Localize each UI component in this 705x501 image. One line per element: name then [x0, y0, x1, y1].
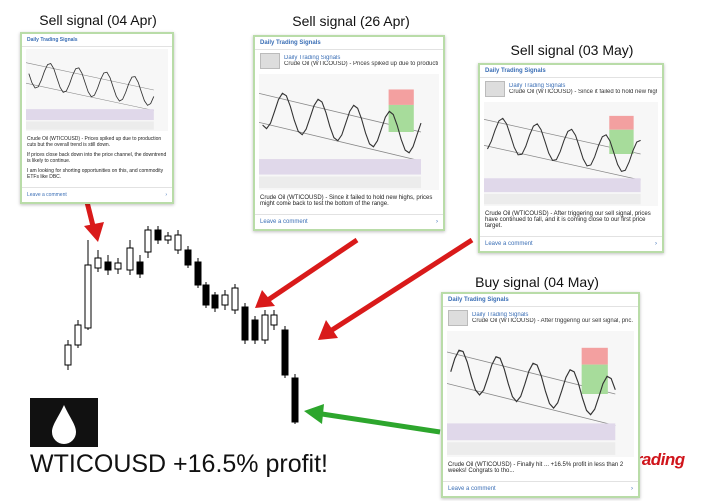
card-body: Crude Oil (WTICOUSD) - Finally hit ... +… — [443, 459, 638, 481]
chevron: › — [631, 486, 633, 492]
chevron: › — [655, 241, 657, 247]
leave-comment[interactable]: Leave a comment — [27, 192, 67, 198]
body-text: Crude Oil (WTICOUSD) - Finally hit ... +… — [448, 462, 624, 474]
signal-label: Sell signal (04 Apr) — [39, 12, 157, 28]
comment-row: Leave a comment › — [480, 236, 662, 251]
body-text: Crude Oil (WTICOUSD) - Since it failed t… — [260, 195, 433, 207]
comment-row: Leave a comment › — [443, 481, 638, 496]
headline: WTICOUSD +16.5% profit! — [30, 450, 328, 478]
body-text: If prices close back down into the price… — [27, 152, 167, 164]
arrows — [83, 197, 474, 435]
chevron: › — [165, 192, 167, 198]
chart-screenshot — [447, 331, 634, 457]
oil-drop — [52, 405, 76, 444]
card-body: Crude Oil (WTICOUSD) - After triggering … — [480, 208, 662, 236]
leave-comment[interactable]: Leave a comment — [448, 486, 496, 492]
card-body: Crude Oil (WTICOUSD) - Since it failed t… — [255, 192, 443, 214]
signal-label: Buy signal (04 May) — [475, 274, 599, 290]
signal-card: Daily Trading Signals Crude Oil (WTICOUSD… — [20, 32, 174, 204]
post-name: Daily Trading Signals — [509, 83, 566, 89]
body-text: Crude Oil (WTICOUSD) - After triggering … — [485, 211, 651, 229]
chart-image — [447, 331, 634, 457]
post-row: Daily Trading Signals Crude Oil (WTICOUSD… — [480, 78, 662, 100]
comment-row: Leave a comment › — [22, 187, 172, 202]
chart-screenshot — [26, 49, 168, 131]
chart-screenshot — [259, 74, 439, 190]
post-thumb — [448, 310, 468, 326]
comment-row: Leave a comment › — [255, 214, 443, 229]
chart-screenshot — [484, 102, 658, 206]
signal-card: Daily Trading Signals Daily Trading Signa… — [441, 292, 640, 498]
card-header: Daily Trading Signals — [22, 34, 172, 47]
post-info: Daily Trading Signals Crude Oil (WTICOUSD… — [472, 312, 633, 324]
leave-comment[interactable]: Leave a comment — [485, 241, 533, 247]
leave-comment[interactable]: Leave a comment — [260, 219, 308, 225]
post-row: Daily Trading Signals Crude Oil (WTICOUSD… — [255, 50, 443, 72]
post-text: Crude Oil (WTICOUSD) - Since it failed t… — [509, 89, 657, 95]
signal-label: Sell signal (03 May) — [510, 42, 634, 58]
chart-image — [259, 74, 439, 190]
signal-label: Sell signal (26 Apr) — [292, 13, 410, 29]
post-row: Daily Trading Signals Crude Oil (WTICOUSD… — [443, 307, 638, 329]
post-name: Daily Trading Signals — [284, 55, 341, 61]
post-info: Daily Trading Signals Crude Oil (WTICOUSD… — [284, 55, 438, 67]
post-info: Daily Trading Signals Crude Oil (WTICOUSD… — [509, 83, 657, 95]
signal-card: Daily Trading Signals Daily Trading Signa… — [478, 63, 664, 253]
card-header: Daily Trading Signals — [255, 37, 443, 50]
post-thumb — [260, 53, 280, 69]
post-text: Crude Oil (WTICOUSD) - Prices spiked up … — [284, 61, 438, 67]
card-header: Daily Trading Signals — [480, 65, 662, 78]
post-thumb — [485, 81, 505, 97]
body-text: I am looking for shorting opportunities … — [27, 168, 164, 180]
signal-card: Daily Trading Signals Daily Trading Signa… — [253, 35, 445, 231]
chevron: › — [436, 219, 438, 225]
chart-image — [484, 102, 658, 206]
card-body: Crude Oil (WTICOUSD) - Prices spiked up … — [22, 133, 172, 187]
card-header: Daily Trading Signals — [443, 294, 638, 307]
post-text: Crude Oil (WTICOUSD) - After triggering … — [472, 318, 633, 324]
post-name: Daily Trading Signals — [472, 312, 529, 318]
chart-image — [26, 49, 168, 131]
body-text: Crude Oil (WTICOUSD) - Prices spiked up … — [27, 136, 162, 148]
candlesticks — [64, 226, 299, 424]
